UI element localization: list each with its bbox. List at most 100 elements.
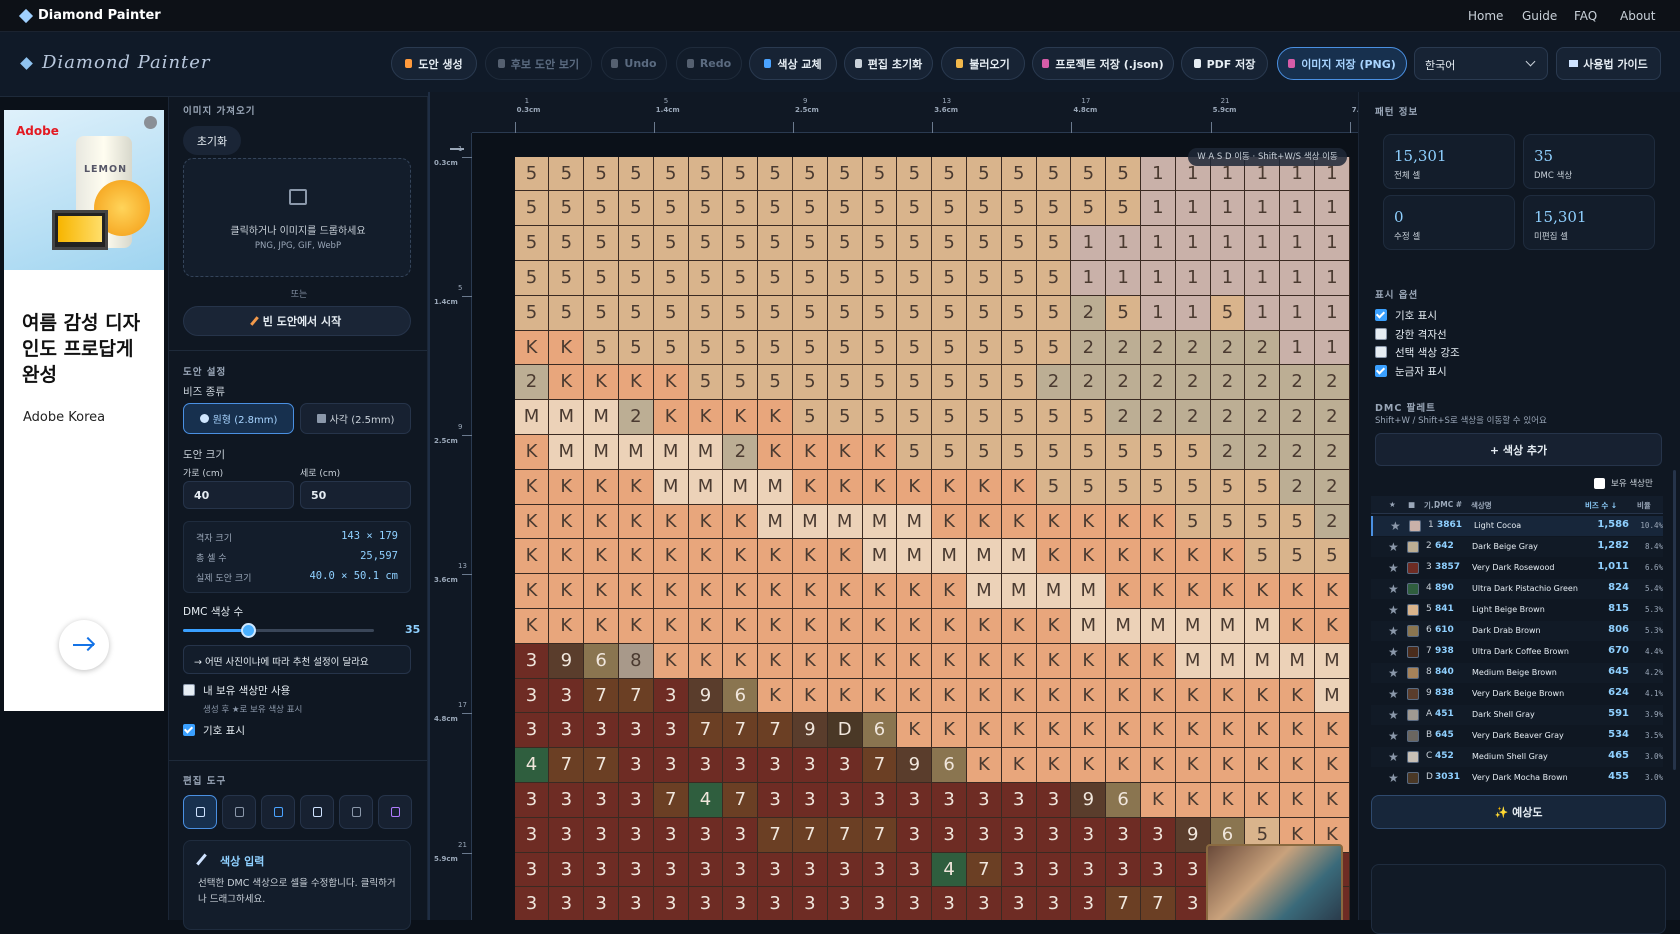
bead-cell[interactable]: 1: [1175, 226, 1210, 260]
bead-cell[interactable]: M: [1175, 608, 1210, 643]
bead-cell[interactable]: K: [827, 469, 862, 504]
bead-cell[interactable]: 5: [1280, 539, 1314, 574]
bead-cell[interactable]: 5: [1071, 434, 1106, 469]
bead-cell[interactable]: 5: [688, 156, 723, 191]
bead-cell[interactable]: 3: [862, 852, 897, 887]
bead-cell[interactable]: 7: [758, 817, 792, 852]
bead-option[interactable]: 원형 (2.8mm): [183, 403, 294, 434]
bead-cell[interactable]: 5: [897, 400, 932, 434]
bead-cell[interactable]: M: [1036, 574, 1071, 608]
bead-cell[interactable]: 5: [792, 260, 827, 295]
bead-cell[interactable]: K: [862, 678, 897, 713]
bead-cell[interactable]: 1: [1245, 260, 1280, 295]
bead-cell[interactable]: 5: [653, 295, 688, 330]
bead-cell[interactable]: K: [758, 574, 792, 608]
bead-cell[interactable]: K: [1001, 504, 1036, 539]
bead-cell[interactable]: M: [897, 504, 932, 539]
bead-cell[interactable]: M: [723, 469, 758, 504]
bead-cell[interactable]: 3: [792, 748, 827, 782]
bead-cell[interactable]: K: [1140, 574, 1175, 608]
palette-row[interactable]: ★ D 3031 Very Dark Mocha Brown 455 3.0%: [1371, 768, 1663, 788]
bead-cell[interactable]: K: [758, 434, 792, 469]
toolbar-button[interactable]: 도안 생성: [391, 47, 477, 80]
bead-cell[interactable]: 3: [723, 817, 758, 852]
bead-cell[interactable]: 3: [827, 748, 862, 782]
bead-cell[interactable]: M: [549, 400, 584, 434]
bead-cell[interactable]: 3: [514, 713, 549, 748]
bead-cell[interactable]: K: [1210, 782, 1245, 817]
bead-cell[interactable]: 3: [966, 887, 1001, 920]
bead-cell[interactable]: 5: [862, 226, 897, 260]
bead-cell[interactable]: 7: [966, 852, 1001, 887]
ad-arrow-button[interactable]: [59, 620, 109, 670]
bead-cell[interactable]: M: [653, 434, 688, 469]
bead-cell[interactable]: K: [1036, 748, 1071, 782]
bead-cell[interactable]: 5: [653, 156, 688, 191]
bead-cell[interactable]: K: [688, 539, 723, 574]
bead-cell[interactable]: K: [862, 643, 897, 678]
bead-cell[interactable]: 6: [862, 713, 897, 748]
bead-cell[interactable]: 3: [618, 817, 653, 852]
bead-cell[interactable]: 5: [1106, 434, 1140, 469]
bead-cell[interactable]: M: [653, 469, 688, 504]
bead-cell[interactable]: 5: [618, 191, 653, 226]
bead-cell[interactable]: 5: [932, 434, 966, 469]
bead-cell[interactable]: K: [932, 469, 966, 504]
bead-cell[interactable]: 5: [618, 330, 653, 365]
bead-cell[interactable]: 5: [862, 191, 897, 226]
bead-cell[interactable]: 3: [827, 852, 862, 887]
bead-cell[interactable]: K: [1314, 748, 1349, 782]
bead-cell[interactable]: D: [827, 713, 862, 748]
bead-cell[interactable]: K: [549, 365, 584, 400]
table-header[interactable]: ★: [1389, 500, 1396, 509]
bead-cell[interactable]: K: [514, 539, 549, 574]
bead-cell[interactable]: 2: [1245, 434, 1280, 469]
bead-cell[interactable]: 2: [1071, 295, 1106, 330]
bead-cell[interactable]: K: [1001, 713, 1036, 748]
bead-cell[interactable]: 5: [792, 226, 827, 260]
bead-cell[interactable]: M: [827, 504, 862, 539]
bead-cell[interactable]: K: [688, 574, 723, 608]
bead-cell[interactable]: 3: [723, 748, 758, 782]
bead-cell[interactable]: K: [618, 504, 653, 539]
bead-cell[interactable]: 5: [1001, 191, 1036, 226]
bead-cell[interactable]: K: [688, 504, 723, 539]
bead-cell[interactable]: M: [688, 469, 723, 504]
bead-cell[interactable]: 5: [688, 226, 723, 260]
bead-cell[interactable]: 3: [862, 887, 897, 920]
bead-cell[interactable]: K: [653, 400, 688, 434]
palette-row[interactable]: ★ B 645 Very Dark Beaver Gray 534 3.5%: [1371, 726, 1663, 746]
bead-cell[interactable]: K: [1210, 748, 1245, 782]
nav-link[interactable]: Guide: [1522, 9, 1558, 23]
bead-cell[interactable]: 7: [827, 817, 862, 852]
bead-cell[interactable]: 5: [897, 330, 932, 365]
bead-cell[interactable]: 2: [1314, 469, 1349, 504]
bead-cell[interactable]: 3: [514, 782, 549, 817]
bead-cell[interactable]: 2: [723, 434, 758, 469]
bead-cell[interactable]: K: [827, 608, 862, 643]
bead-cell[interactable]: 5: [1036, 400, 1071, 434]
bead-cell[interactable]: 5: [792, 191, 827, 226]
bead-cell[interactable]: 3: [1036, 782, 1071, 817]
language-select[interactable]: 한국어: [1414, 47, 1548, 80]
bead-cell[interactable]: 5: [827, 260, 862, 295]
bead-cell[interactable]: 2: [1280, 400, 1314, 434]
bead-cell[interactable]: K: [688, 643, 723, 678]
bead-cell[interactable]: 5: [1314, 539, 1349, 574]
bead-cell[interactable]: 5: [1106, 191, 1140, 226]
bead-cell[interactable]: 5: [966, 434, 1001, 469]
bead-cell[interactable]: M: [1245, 643, 1280, 678]
bead-cell[interactable]: 5: [618, 260, 653, 295]
bead-cell[interactable]: 5: [966, 295, 1001, 330]
bead-cell[interactable]: 5: [584, 260, 618, 295]
bead-cell[interactable]: 5: [792, 330, 827, 365]
bead-cell[interactable]: 5: [932, 295, 966, 330]
table-header[interactable]: 기...: [1424, 501, 1440, 510]
bead-cell[interactable]: M: [1314, 678, 1349, 713]
bead-cell[interactable]: 5: [584, 156, 618, 191]
bead-cell[interactable]: 5: [897, 191, 932, 226]
bead-cell[interactable]: 5: [1001, 260, 1036, 295]
bead-cell[interactable]: K: [966, 608, 1001, 643]
bead-cell[interactable]: 7: [688, 713, 723, 748]
bead-cell[interactable]: K: [1071, 748, 1106, 782]
